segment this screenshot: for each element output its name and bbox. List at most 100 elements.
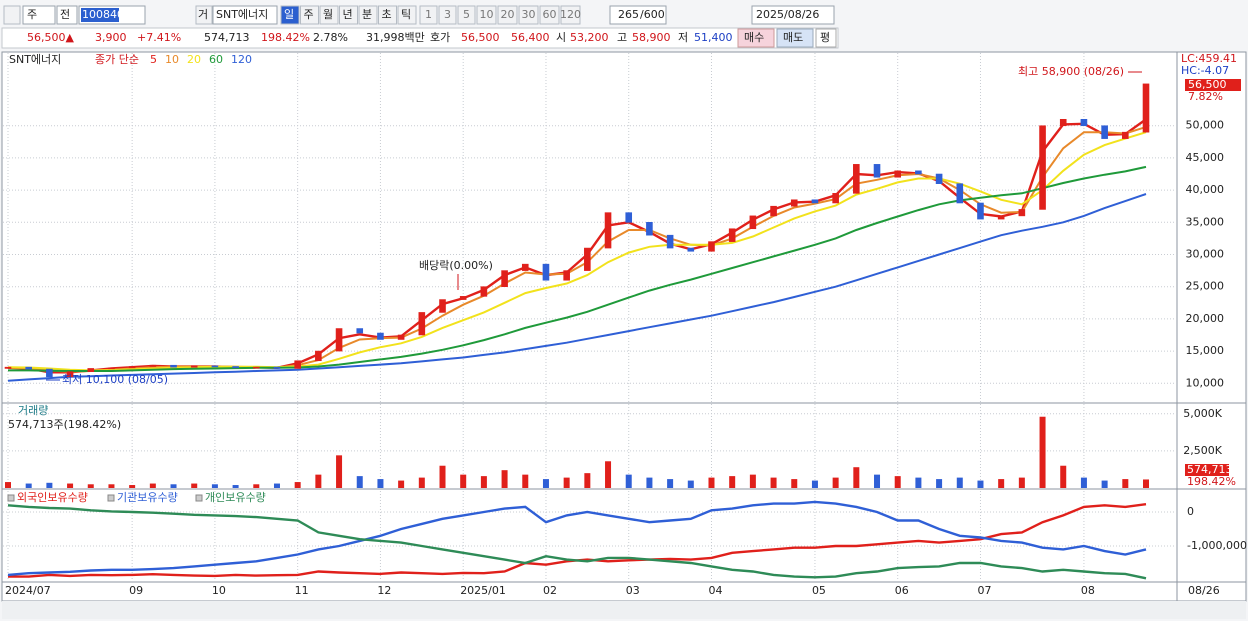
x-tick-label: 07: [977, 584, 991, 597]
sell-button[interactable]: [776, 28, 814, 48]
candle-body: [1122, 131, 1129, 139]
x-tick-label: 2024/07: [5, 584, 51, 597]
price-title: SNT에너지: [9, 53, 61, 66]
legend-swatch: [195, 494, 203, 502]
volume-bar: [1039, 416, 1046, 488]
interval-button[interactable]: [438, 5, 457, 25]
volume-bar: [563, 477, 570, 488]
period-button[interactable]: [319, 5, 339, 25]
high-label: 고: [617, 31, 627, 44]
period-button[interactable]: [358, 5, 378, 25]
trade-button[interactable]: [195, 5, 213, 25]
interval-button[interactable]: [539, 5, 560, 25]
y-tick-label: 15,000: [1186, 344, 1225, 357]
volume-bar: [480, 476, 487, 488]
volume-bar: [522, 474, 529, 488]
interval-button[interactable]: [476, 5, 497, 25]
volume-bar: [791, 479, 798, 488]
volume-bar: [108, 484, 115, 488]
period-button[interactable]: [397, 5, 417, 25]
candle-body: [666, 234, 674, 249]
legend-swatch: [7, 494, 15, 502]
candle-body: [1018, 209, 1026, 217]
volume-bar: [1122, 479, 1129, 488]
button[interactable]: [3, 5, 21, 25]
candle-body: [853, 164, 860, 194]
candle-body: [149, 364, 157, 367]
volume-bar: [915, 477, 922, 488]
volume-bar: [646, 477, 653, 488]
candle-body: [604, 212, 612, 249]
holding-line: [7, 500, 1147, 577]
annotation: 배당락(0.00%): [419, 259, 493, 272]
x-tick-label: 03: [626, 584, 640, 597]
prev-button[interactable]: [56, 5, 78, 25]
buy-button[interactable]: [737, 28, 775, 48]
legend-entry: 기관보유수량: [117, 491, 178, 504]
candle-body: [790, 199, 798, 207]
candle-body: [459, 296, 467, 300]
volume-bar: [253, 484, 260, 488]
volume-bar: [770, 477, 777, 488]
x-tick-label: 10: [212, 584, 226, 597]
scrollbar[interactable]: [2, 601, 1246, 619]
info-bar: 56,500▲ 3,900 +7.41% 574,713 198.42% 2.7…: [1, 27, 839, 49]
period-button[interactable]: [280, 5, 300, 25]
avg-button[interactable]: [815, 28, 837, 48]
high: 58,900: [632, 31, 671, 44]
code: 100840: [82, 8, 124, 21]
change-label: 7.82%: [1188, 90, 1223, 103]
avg: 평: [820, 31, 830, 44]
interval-button[interactable]: [497, 5, 518, 25]
interval-button[interactable]: [419, 5, 438, 25]
volume-subtitle: 574,713주(198.42%): [8, 418, 121, 431]
period-button[interactable]: [339, 5, 358, 25]
low: 51,400: [694, 31, 733, 44]
candle-body: [4, 366, 12, 369]
candle-body: [873, 164, 881, 178]
volume-bar: [625, 474, 632, 488]
volume-bar: [191, 483, 198, 488]
candle-body: [935, 173, 943, 184]
annotation: 최저 10,100 (08/05): [62, 373, 168, 386]
code-highlight: [81, 8, 119, 22]
count-box[interactable]: [609, 5, 667, 25]
x-tick-label: 2025/01: [460, 584, 506, 597]
volume-bar: [129, 485, 136, 488]
period-button[interactable]: [378, 5, 397, 25]
volume-bar: [1080, 477, 1087, 488]
last-volume-ratio: 198.42%: [1187, 475, 1236, 488]
candle-body: [915, 170, 922, 175]
volume-bar: [1018, 477, 1025, 488]
name-box[interactable]: [212, 5, 278, 25]
y-tick-label: 10,000: [1186, 376, 1225, 389]
candle-body: [87, 368, 95, 372]
candle-body: [25, 366, 32, 370]
volume-bar: [811, 480, 818, 488]
candle-body: [377, 332, 384, 340]
candle-body: [418, 312, 426, 336]
stock-name: SNT에너지: [216, 8, 268, 21]
volume-bar: [211, 484, 218, 488]
ma-line: [7, 193, 1147, 382]
volume-bar: [729, 476, 736, 488]
ask: 56,500: [461, 31, 500, 44]
interval: 60: [543, 8, 557, 21]
x-tick-label: 05: [812, 584, 826, 597]
legend-entry: 5: [150, 53, 157, 66]
candle-body: [1039, 125, 1046, 210]
volume: 574,713: [204, 31, 250, 44]
period-button[interactable]: [300, 5, 319, 25]
market-select[interactable]: [22, 5, 56, 25]
date-box[interactable]: [751, 5, 835, 25]
candle-body: [46, 368, 53, 378]
volume-bar: [853, 467, 860, 488]
y-tick-label: 2,500K: [1183, 444, 1222, 457]
volume-bar: [377, 479, 384, 488]
candle-body: [1142, 83, 1150, 133]
interval-button[interactable]: [560, 5, 581, 25]
interval-button[interactable]: [518, 5, 539, 25]
interval-button[interactable]: [457, 5, 476, 25]
volume-bar: [894, 476, 901, 488]
volume-bar: [542, 479, 549, 488]
